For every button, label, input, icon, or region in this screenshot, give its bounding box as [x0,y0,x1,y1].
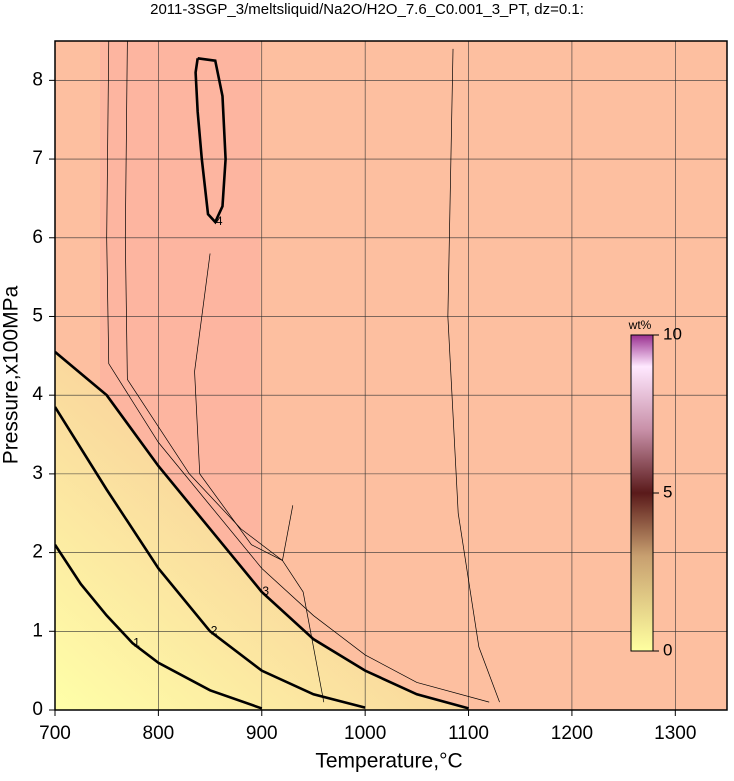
y-tick-label: 4 [32,384,43,405]
x-tick-label: 800 [143,723,175,744]
plot-frame [54,40,728,711]
y-tick-label: 7 [32,148,43,169]
contour-label: 1 [133,635,140,649]
x-tick-label: 1200 [551,723,593,744]
y-tick-label: 3 [32,463,43,484]
contour-line [194,253,294,561]
x-tick-label: 700 [39,723,71,744]
contour-line [55,544,263,710]
y-tick-label: 5 [32,305,43,326]
chart-title: 2011-3SGP_3/meltsliquid/Na2O/H2O_7.6_C0.… [150,1,584,18]
x-tick-label: 1100 [448,723,489,744]
contour-label: 3 [262,584,269,598]
contour-line [106,41,490,703]
contour-line [55,406,366,709]
contour-line [124,41,325,703]
contour-label: 4 [216,214,223,228]
x-tick-label: 900 [246,723,278,744]
contour-line [447,48,500,703]
y-tick-label: 6 [32,227,43,248]
y-tick-label: 0 [32,699,43,720]
contour-line [55,350,469,710]
colorbar-tick-label: 5 [663,482,672,501]
x-tick-label: 1300 [654,723,696,744]
y-tick-label: 8 [32,69,43,90]
y-tick-label: 1 [32,620,43,641]
x-axis-label: Temperature,°C [315,750,462,773]
colorbar-tick-label: 10 [663,324,682,343]
contour-line [194,57,227,225]
y-axis-label: Pressure,x100MPa [0,285,23,464]
contour-label: 2 [211,623,218,637]
x-tick-label: 1000 [344,723,386,744]
colorbar-tick-label: 0 [663,640,672,659]
y-tick-label: 2 [32,542,43,563]
colorbar-label: wt% [628,318,652,332]
colorbar [630,334,654,652]
